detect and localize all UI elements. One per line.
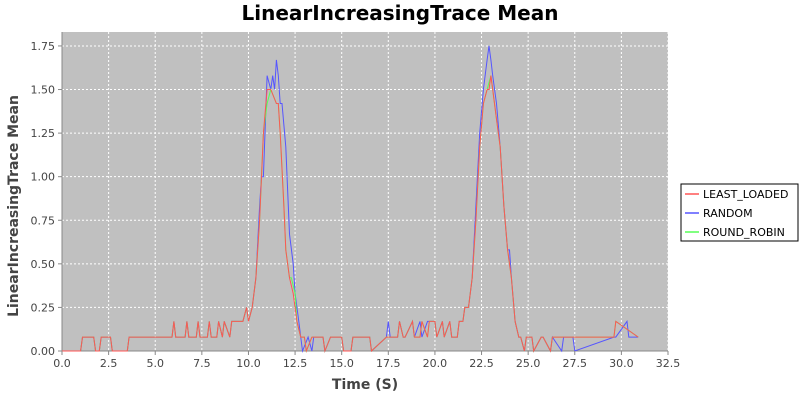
legend-label: RANDOM — [703, 207, 753, 220]
x-tick-label: 12.5 — [283, 357, 308, 370]
y-tick-label: 1.25 — [31, 127, 56, 140]
y-tick-label: 1.50 — [31, 84, 56, 97]
x-tick-label: 25.0 — [516, 357, 541, 370]
x-tick-label: 0.0 — [53, 357, 71, 370]
x-tick-label: 7.5 — [193, 357, 211, 370]
y-tick-label: 0.25 — [31, 301, 56, 314]
x-tick-label: 20.0 — [423, 357, 448, 370]
x-tick-label: 15.0 — [329, 357, 354, 370]
legend-label: LEAST_LOADED — [703, 188, 788, 201]
chart-title: LinearIncreasingTrace Mean — [242, 1, 559, 25]
x-tick-label: 22.5 — [469, 357, 494, 370]
series-layer — [62, 45, 639, 353]
x-tick-label: 30.0 — [609, 357, 634, 370]
series-line-least-loaded — [62, 75, 639, 353]
y-axis-label: LinearIncreasingTrace Mean — [6, 95, 22, 317]
x-tick-label: 2.5 — [100, 357, 118, 370]
legend-box — [680, 183, 799, 242]
x-tick-label: 5.0 — [146, 357, 164, 370]
x-axis-label: Time (S) — [332, 377, 398, 393]
y-tick-label: 0.00 — [31, 345, 56, 358]
x-tick-label: 17.5 — [376, 357, 401, 370]
y-axis-ticks: 0.00 0.25 0.50 0.75 1.00 1.25 1.50 1.75 — [31, 40, 62, 358]
x-axis-ticks: 0.0 2.5 5.0 7.5 10.0 12.5 15.0 17.5 20.0 22.5 25.0… — [53, 351, 680, 370]
x-tick-label: 32.5 — [656, 357, 681, 370]
y-tick-label: 0.75 — [31, 214, 56, 227]
x-tick-label: 27.5 — [563, 357, 588, 370]
y-tick-label: 1.75 — [31, 40, 56, 53]
y-tick-label: 0.50 — [31, 258, 56, 271]
plot-area — [62, 32, 668, 351]
legend: LEAST_LOADED RANDOM ROUND_ROBIN — [680, 183, 799, 242]
x-tick-label: 10.0 — [236, 357, 261, 370]
y-tick-label: 1.00 — [31, 171, 56, 184]
legend-label: ROUND_ROBIN — [703, 226, 785, 239]
